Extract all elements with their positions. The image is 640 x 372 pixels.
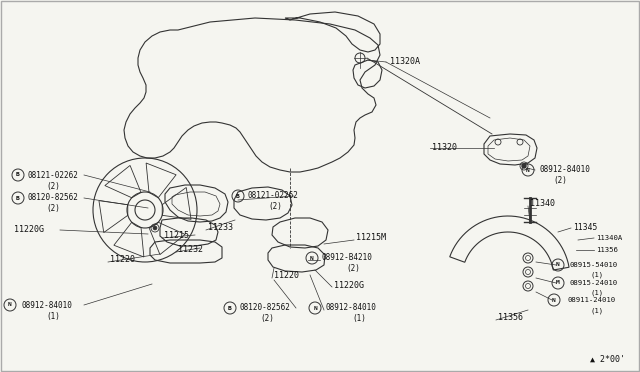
Text: M: M (556, 280, 560, 285)
Text: 11220G: 11220G (14, 225, 44, 234)
Text: N: N (8, 302, 12, 308)
Text: 08915-24010: 08915-24010 (570, 280, 618, 286)
Text: 08912-84010: 08912-84010 (539, 166, 590, 174)
Text: (2): (2) (268, 202, 282, 212)
Text: (2): (2) (260, 314, 274, 324)
Text: 11340A: 11340A (596, 235, 622, 241)
Text: N: N (526, 167, 530, 173)
Text: (1): (1) (352, 314, 366, 324)
Text: (2): (2) (346, 264, 360, 273)
Text: 08915-54010: 08915-54010 (570, 262, 618, 268)
Text: 11220: 11220 (110, 256, 135, 264)
Text: B: B (228, 305, 232, 311)
Text: N: N (313, 305, 317, 311)
Text: 11320A: 11320A (390, 58, 420, 67)
Text: 11220G: 11220G (334, 280, 364, 289)
Text: (2): (2) (46, 205, 60, 214)
Text: 08912-84010: 08912-84010 (22, 301, 73, 310)
Text: 08911-24010: 08911-24010 (567, 297, 615, 303)
Text: 11356: 11356 (498, 314, 523, 323)
Text: (1): (1) (590, 272, 603, 278)
Text: 08912-B4210: 08912-B4210 (322, 253, 373, 263)
Text: B: B (16, 196, 20, 201)
Text: N: N (310, 256, 314, 260)
Text: 11340: 11340 (530, 199, 555, 208)
Text: (1): (1) (46, 311, 60, 321)
Text: (1): (1) (590, 308, 603, 314)
Text: ▲ 2*00': ▲ 2*00' (590, 355, 625, 364)
Text: 11215M: 11215M (356, 234, 386, 243)
Text: 08120-82562: 08120-82562 (28, 193, 79, 202)
Text: 11232: 11232 (178, 246, 203, 254)
Text: (1): (1) (590, 290, 603, 296)
Text: B: B (236, 193, 240, 199)
Text: 11215: 11215 (164, 231, 189, 241)
Text: N: N (552, 298, 556, 302)
Circle shape (522, 164, 526, 168)
Text: N: N (556, 263, 560, 267)
Text: B: B (16, 173, 20, 177)
Text: 11320: 11320 (432, 144, 457, 153)
Text: 11356: 11356 (596, 247, 618, 253)
Text: (2): (2) (553, 176, 567, 186)
Text: 08121-02262: 08121-02262 (248, 192, 299, 201)
Text: 11220: 11220 (274, 272, 299, 280)
Text: 08121-02262: 08121-02262 (28, 170, 79, 180)
Text: 08912-84010: 08912-84010 (326, 304, 377, 312)
Text: 11233: 11233 (208, 224, 233, 232)
Text: 11345: 11345 (573, 224, 597, 232)
Circle shape (153, 226, 157, 230)
Text: (2): (2) (46, 182, 60, 190)
Text: 08120-82562: 08120-82562 (240, 304, 291, 312)
